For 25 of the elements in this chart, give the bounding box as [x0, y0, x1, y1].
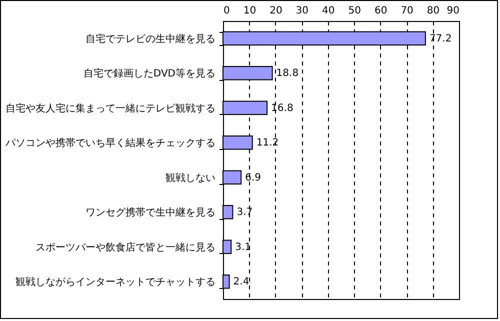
y-tick-label: 自宅でテレビの生中継を見る [86, 32, 216, 45]
x-tick-label: 20 [270, 6, 282, 16]
x-tick-label: 40 [322, 6, 335, 16]
x-tick-label: 50 [348, 6, 361, 16]
y-tick-label: パソコンや携帯でいち早く結果をチェックする [4, 137, 216, 150]
data-label: 77.2 [429, 33, 452, 44]
x-tick-label: 10 [243, 6, 256, 16]
y-tick-label: 自宅で録画したDVD等を見る [83, 68, 216, 80]
y-tick-label: 観戦しない [166, 172, 216, 184]
data-label: 18.8 [276, 68, 299, 80]
y-tick-label: スポーツバーや飲食店で皆と一緒に見る [36, 241, 216, 254]
data-label: 3.7 [236, 207, 253, 218]
data-label: 2.4 [233, 276, 250, 288]
x-tick-label: 0 [224, 6, 230, 16]
data-label: 3.1 [235, 242, 252, 253]
bar [222, 240, 232, 254]
x-tick-label: 90 [446, 6, 460, 16]
x-tick-label: 60 [374, 6, 388, 16]
y-tick-label: 観戦しながらインターネットでチャットする [16, 276, 216, 288]
x-tick-label: 80 [426, 6, 440, 16]
y-tick-label: ワンセグ携帯で生中継を見る [86, 206, 216, 219]
x-tick-label: 70 [400, 6, 414, 16]
data-label: 16.8 [271, 102, 294, 114]
y-tick-label: 自宅や友人宅に集まって一緒にテレビ観戦する [6, 102, 216, 114]
x-tick-label: 30 [296, 6, 309, 16]
